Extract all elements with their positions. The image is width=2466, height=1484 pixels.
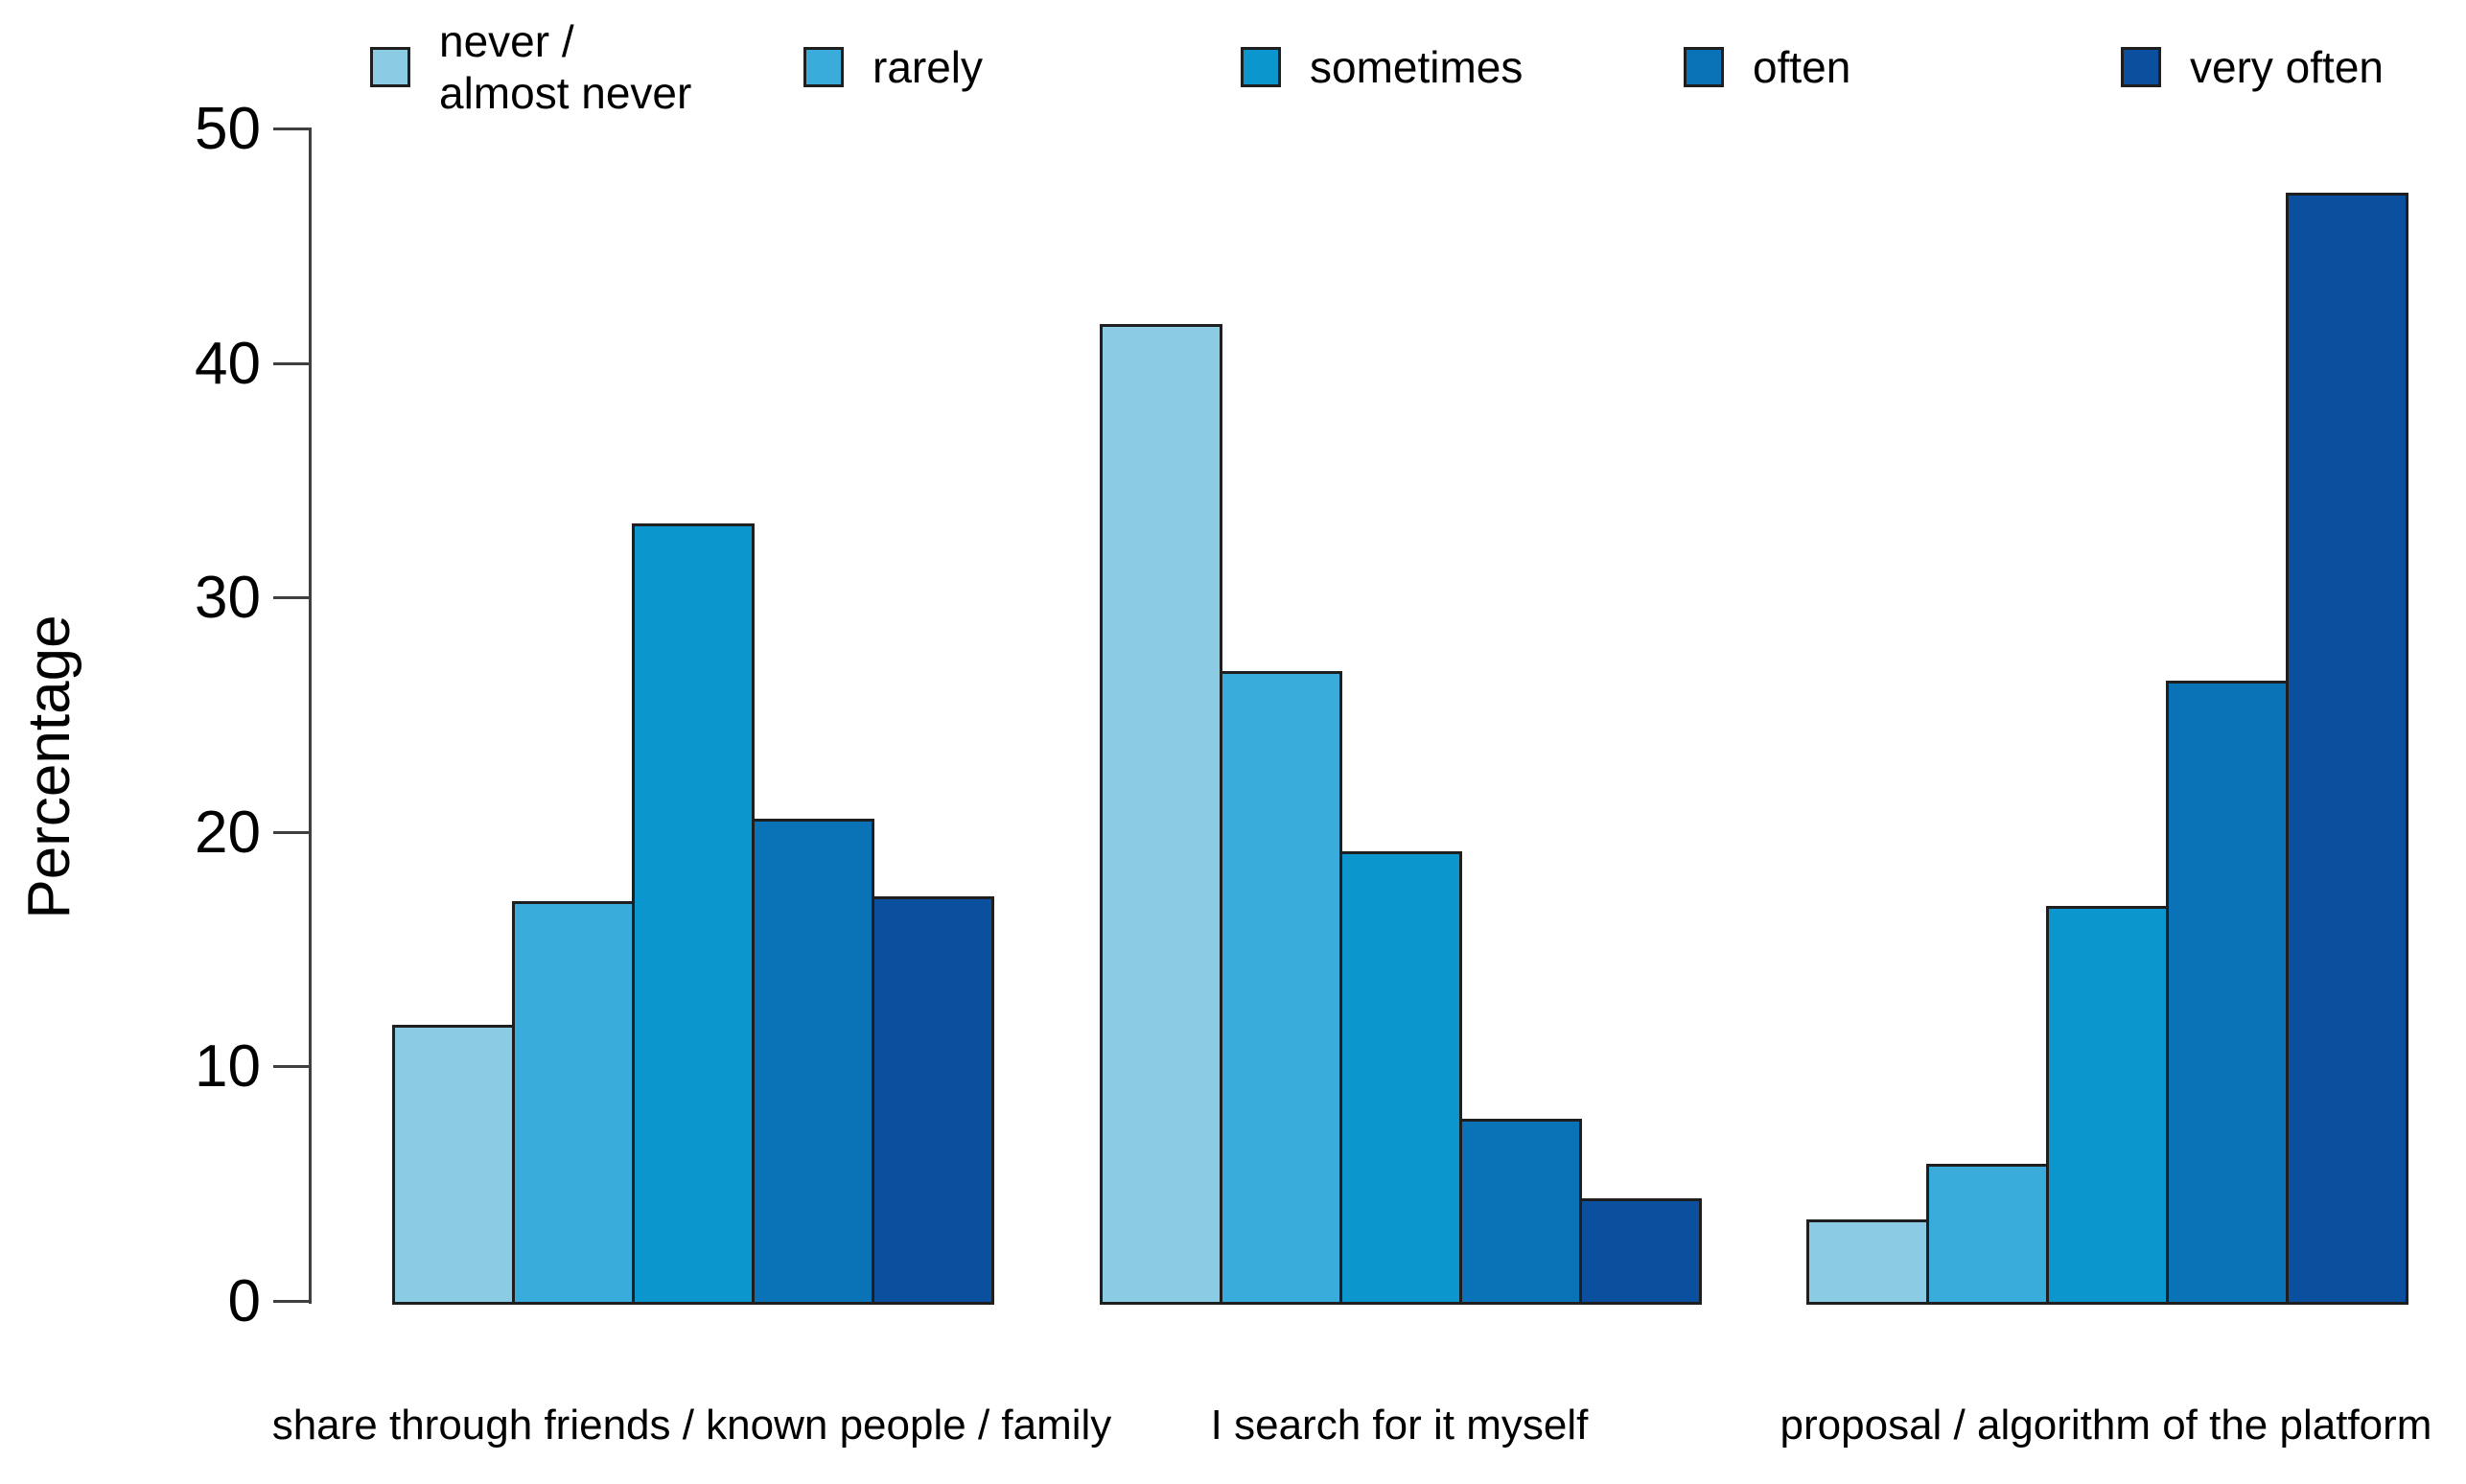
legend-swatch-rarely <box>803 47 844 87</box>
y-axis-tick-0 <box>273 1300 312 1303</box>
legend-swatch-sometimes <box>1241 47 1281 87</box>
legend-swatch-often <box>1684 47 1724 87</box>
y-axis-tick-label-20: 20 <box>195 800 261 866</box>
legend-item-rarely: rarely <box>803 0 983 134</box>
bar-group3-series4 <box>2166 681 2289 1305</box>
bar-group3-series5 <box>2286 193 2408 1305</box>
legend-item-often: often <box>1684 0 1850 134</box>
bar-group1-series3 <box>632 523 755 1305</box>
legend-label-never-almost-never: never / almost never <box>439 15 692 118</box>
legend-swatch-very-often <box>2121 47 2161 87</box>
y-axis-tick-40 <box>273 362 312 365</box>
bar-group1-series5 <box>872 896 994 1305</box>
bar-group2-series1 <box>1100 324 1222 1305</box>
x-axis-category-label-3: proposal / algorithm of the platform <box>1780 1402 2432 1449</box>
bar-group2-series4 <box>1459 1119 1582 1305</box>
bar-group3-series1 <box>1806 1219 1929 1305</box>
bar-group2-series3 <box>1339 851 1462 1305</box>
legend-item-never-almost-never: never / almost never <box>370 0 691 134</box>
bar-group2-series5 <box>1579 1198 1702 1305</box>
y-axis-line <box>309 129 312 1304</box>
legend-swatch-never-almost-never <box>370 47 410 87</box>
y-axis-tick-20 <box>273 831 312 834</box>
legend-item-very-often: very often <box>2121 0 2384 134</box>
y-axis-tick-label-40: 40 <box>195 331 261 397</box>
bar-group1-series1 <box>392 1025 515 1305</box>
y-axis-tick-50 <box>273 128 312 130</box>
bar-group2-series2 <box>1220 671 1342 1305</box>
y-axis-tick-30 <box>273 596 312 599</box>
x-axis-category-label-2: I search for it myself <box>1210 1402 1589 1449</box>
y-axis-tick-label-10: 10 <box>195 1033 261 1100</box>
legend-label-very-often: very often <box>2190 41 2384 92</box>
y-axis-tick-label-0: 0 <box>227 1268 261 1334</box>
legend-label-rarely: rarely <box>872 41 984 92</box>
y-axis-tick-label-50: 50 <box>195 96 261 162</box>
bar-group1-series2 <box>512 901 635 1305</box>
y-axis-tick-label-30: 30 <box>195 565 261 631</box>
bar-group3-series2 <box>1926 1164 2049 1305</box>
y-axis-tick-10 <box>273 1065 312 1068</box>
y-axis-title: Percentage <box>16 614 82 919</box>
x-axis-category-label-1: share through friends / known people / f… <box>271 1402 1112 1449</box>
bar-group1-series4 <box>752 819 874 1305</box>
legend-item-sometimes: sometimes <box>1241 0 1523 134</box>
legend-label-often: often <box>1753 41 1851 92</box>
bar-group3-series3 <box>2046 906 2169 1305</box>
legend-label-sometimes: sometimes <box>1310 41 1524 92</box>
